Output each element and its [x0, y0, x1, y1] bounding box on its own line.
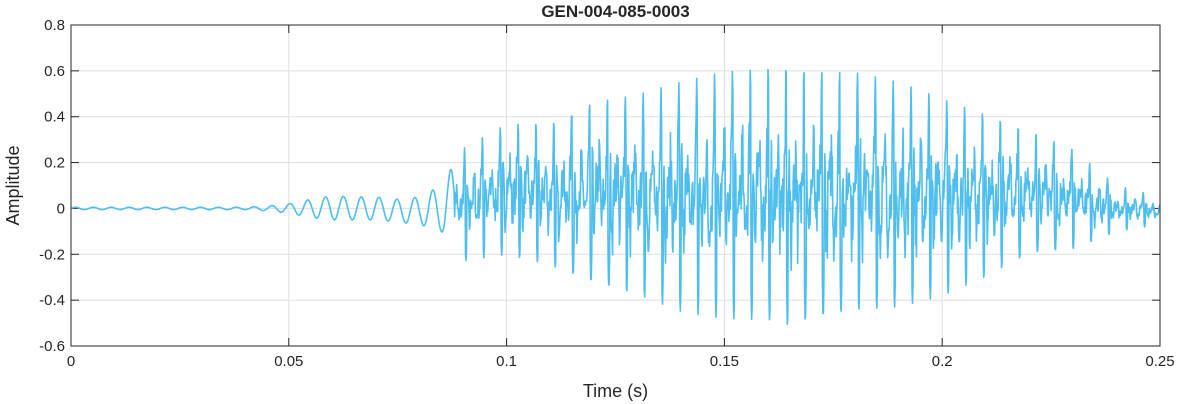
x-tick-label: 0.2 — [932, 353, 953, 370]
y-tick-label: -0.4 — [39, 292, 65, 309]
y-tick-label: 0.8 — [44, 17, 65, 34]
y-tick-label: 0 — [57, 200, 65, 217]
x-axis-label: Time (s) — [583, 381, 648, 401]
y-tick-labels: -0.6 -0.4 -0.2 0 0.2 0.4 0.6 0.8 — [39, 17, 65, 355]
y-axis-label: Amplitude — [3, 145, 23, 225]
x-tick-label: 0.1 — [496, 353, 517, 370]
x-tick-label: 0.15 — [710, 353, 739, 370]
x-tick-label: 0 — [67, 353, 75, 370]
y-tick-label: 0.4 — [44, 109, 65, 126]
x-tick-label: 0.05 — [274, 353, 303, 370]
y-tick-label: -0.6 — [39, 338, 65, 355]
x-tick-label: 0.25 — [1145, 353, 1174, 370]
axes-box — [70, 24, 1161, 347]
y-tick-label: 0.2 — [44, 155, 65, 172]
chart-title: GEN-004-085-0003 — [541, 2, 689, 21]
y-tick-label: 0.6 — [44, 63, 65, 80]
x-tick-labels: 0 0.05 0.1 0.15 0.2 0.25 — [67, 353, 1175, 370]
signal-line — [70, 68, 1161, 326]
y-tick-label: -0.2 — [39, 246, 65, 263]
